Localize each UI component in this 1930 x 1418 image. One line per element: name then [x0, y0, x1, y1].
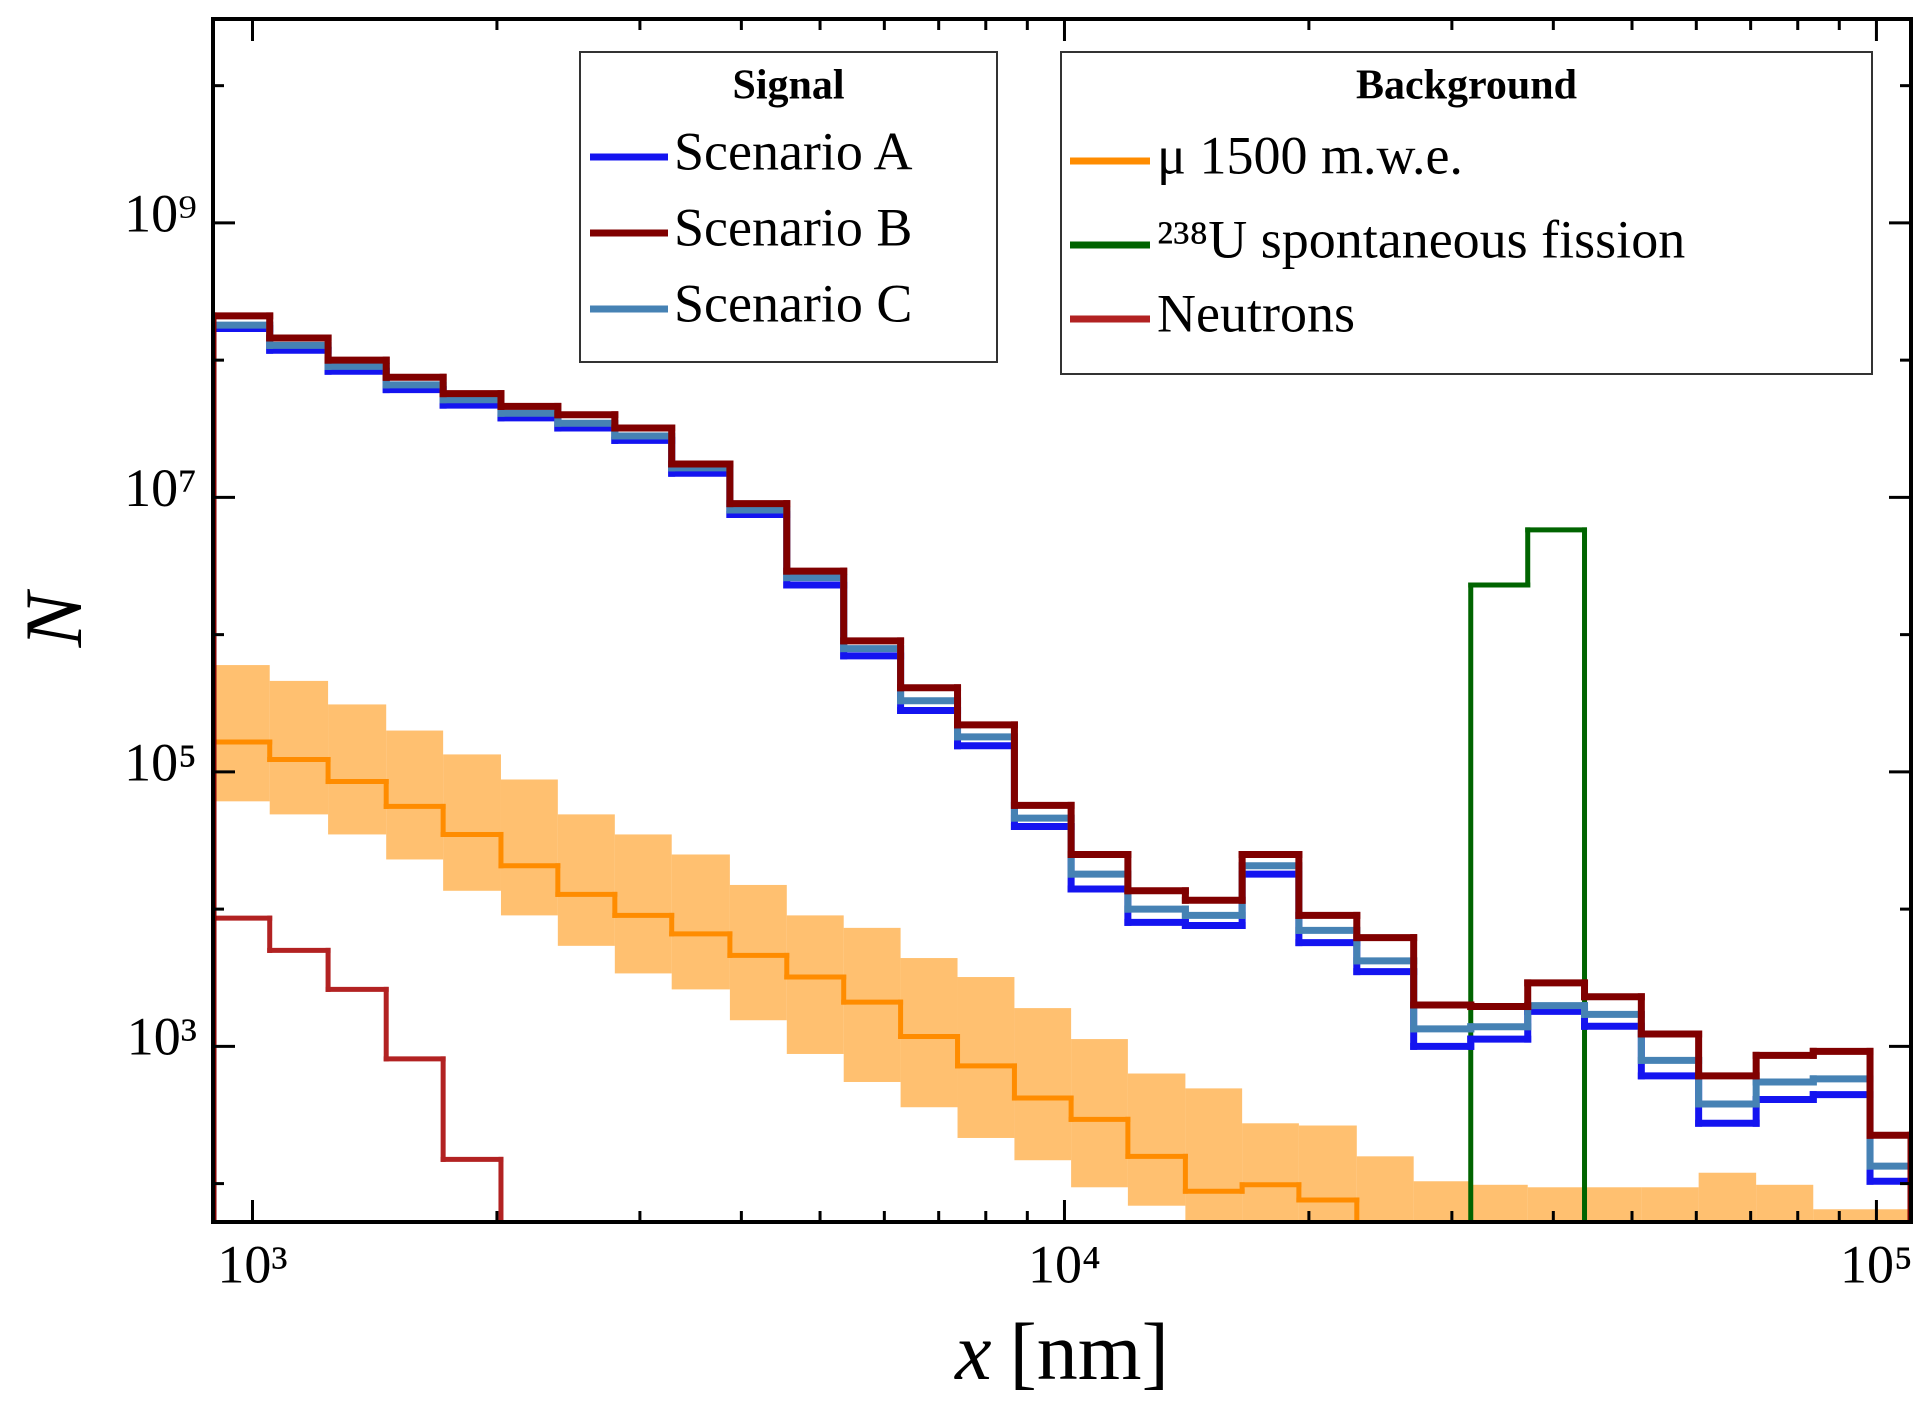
error-band [1527, 1187, 1585, 1222]
error-band [1641, 1187, 1699, 1222]
error-band [500, 779, 558, 916]
error-band [900, 958, 958, 1108]
x-axis-label: x [nm] [954, 1306, 1169, 1397]
error-band [786, 915, 844, 1054]
error-band [843, 927, 901, 1082]
error-band [1756, 1184, 1814, 1222]
plot-area [213, 312, 1911, 1222]
legend-title: Background [1356, 63, 1577, 109]
legend-box [1060, 51, 1873, 375]
legend-label: Scenario B [674, 197, 912, 257]
error-band [386, 730, 444, 860]
error-band [1870, 1209, 1911, 1222]
y-axis-label: N [8, 588, 99, 648]
error-band [1071, 1039, 1128, 1188]
y-tick-label: 10⁹ [124, 183, 197, 243]
legend: Signal Scenario A Scenario B Scenario C Back… [579, 51, 1873, 375]
error-band [269, 680, 329, 815]
legend-title: Signal [732, 63, 844, 109]
legend-label: Scenario A [674, 121, 912, 181]
error-band [1813, 1209, 1871, 1222]
error-band [671, 854, 730, 990]
x-axis-unit: [nm] [1010, 1306, 1169, 1397]
error-band [1698, 1172, 1757, 1222]
y-tick-label: 10⁵ [124, 732, 197, 792]
error-band [957, 977, 1015, 1138]
legend-box [579, 51, 998, 363]
x-tick-label: 10³ [217, 1234, 287, 1294]
error-band [1356, 1156, 1414, 1222]
error-band [1127, 1073, 1186, 1206]
legend-label: Scenario C [674, 273, 912, 333]
error-band [1185, 1088, 1243, 1222]
legend-label: Neutrons [1157, 283, 1355, 343]
error-band [1014, 1008, 1072, 1161]
x-tick-label: 10⁵ [1840, 1234, 1913, 1294]
error-band [328, 704, 387, 835]
error-band [729, 884, 787, 1021]
error-band [1298, 1125, 1357, 1222]
error-band [1413, 1181, 1471, 1222]
ticks [213, 19, 1911, 1222]
error-band [1470, 1184, 1528, 1222]
error-band [557, 814, 615, 946]
error-band [1242, 1123, 1299, 1222]
y-tick-label: 10³ [127, 1007, 197, 1067]
axes-frame [211, 17, 1913, 1224]
x-axis-symbol: x [954, 1306, 991, 1397]
error-band [614, 834, 672, 974]
error-band [443, 754, 501, 891]
y-tick-label: 10⁷ [124, 458, 197, 518]
error-band [213, 665, 270, 802]
x-tick-label: 10⁴ [1028, 1234, 1101, 1294]
legend-label: ²³⁸U spontaneous fission [1157, 209, 1685, 269]
legend-label: μ 1500 m.w.e. [1157, 125, 1463, 185]
